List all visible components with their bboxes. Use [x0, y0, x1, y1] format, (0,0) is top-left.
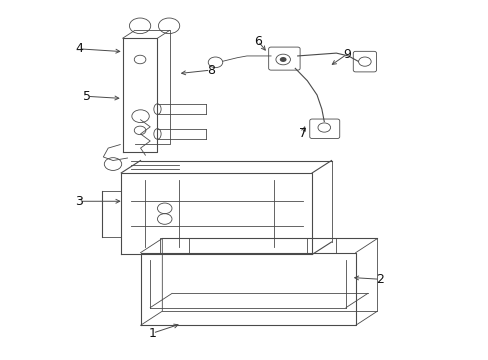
Circle shape — [275, 54, 290, 65]
Ellipse shape — [154, 104, 161, 114]
Circle shape — [317, 123, 330, 132]
Text: 3: 3 — [75, 195, 83, 208]
Text: 5: 5 — [83, 90, 91, 103]
Text: 4: 4 — [75, 42, 83, 55]
Text: 2: 2 — [375, 273, 383, 286]
FancyBboxPatch shape — [309, 119, 339, 139]
Text: 7: 7 — [298, 127, 306, 140]
Circle shape — [158, 18, 180, 33]
Text: 1: 1 — [148, 327, 156, 339]
FancyBboxPatch shape — [268, 47, 300, 70]
Text: 8: 8 — [206, 64, 214, 77]
Text: 6: 6 — [254, 35, 262, 48]
Circle shape — [104, 158, 122, 170]
Ellipse shape — [154, 129, 161, 139]
FancyBboxPatch shape — [352, 51, 376, 72]
Circle shape — [208, 57, 223, 68]
Text: 9: 9 — [343, 48, 350, 61]
Circle shape — [358, 57, 370, 66]
Circle shape — [129, 18, 150, 33]
Circle shape — [279, 57, 286, 62]
